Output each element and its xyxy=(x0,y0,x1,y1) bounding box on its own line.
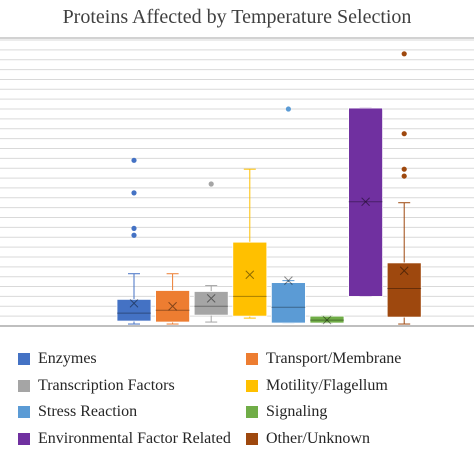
box-iqr xyxy=(155,290,191,323)
legend-item: Environmental Factor Related xyxy=(18,430,231,448)
outlier-point xyxy=(401,51,407,57)
box-other-unknown xyxy=(386,51,422,325)
legend-swatch xyxy=(18,406,30,418)
legend-item: Transport/Membrane xyxy=(246,350,401,368)
legend-label: Other/Unknown xyxy=(266,430,370,447)
box-iqr xyxy=(386,262,422,318)
mean-marker xyxy=(129,298,139,308)
legend-swatch xyxy=(246,353,258,365)
legend-swatch xyxy=(246,380,258,392)
legend-label: Transcription Factors xyxy=(38,377,175,394)
legend-label: Environmental Factor Related xyxy=(38,430,231,447)
box-transport-membrane xyxy=(155,273,191,325)
legend-swatch xyxy=(18,433,30,445)
mean-marker xyxy=(245,270,255,280)
outlier-point xyxy=(401,131,407,137)
box-enzymes xyxy=(116,157,152,325)
outlier-point xyxy=(131,157,137,163)
box-series xyxy=(116,51,422,325)
legend-swatch xyxy=(246,433,258,445)
legend-swatch xyxy=(18,380,30,392)
box-iqr xyxy=(348,107,384,297)
legend-item: Other/Unknown xyxy=(246,430,370,448)
outlier-point xyxy=(131,190,137,196)
legend-item: Stress Reaction xyxy=(18,403,137,421)
mean-marker xyxy=(361,197,370,207)
legend-swatch xyxy=(246,406,258,418)
box-iqr xyxy=(116,298,152,322)
mean-marker xyxy=(322,315,332,325)
box-iqr xyxy=(270,282,306,324)
mean-marker xyxy=(206,294,216,303)
legend-label: Stress Reaction xyxy=(38,403,138,420)
outlier-point xyxy=(401,173,407,179)
box-iqr xyxy=(309,315,345,324)
mean-marker xyxy=(168,301,177,311)
mean-marker xyxy=(399,266,409,276)
box-iqr xyxy=(193,291,229,316)
chart-title: Proteins Affected by Temperature Selecti… xyxy=(62,6,412,28)
outlier-point xyxy=(401,166,407,172)
box-iqr xyxy=(232,241,268,317)
box-motility-flagellum xyxy=(232,168,268,319)
outlier-point xyxy=(131,232,137,238)
legend-label: Motility/Flagellum xyxy=(266,377,388,394)
box-stress-reaction xyxy=(270,106,306,324)
legend-item: Motility/Flagellum xyxy=(246,377,388,395)
legend-item: Enzymes xyxy=(18,350,97,368)
legend-item: Signaling xyxy=(246,403,327,421)
box-signaling xyxy=(309,315,345,325)
legend-label: Enzymes xyxy=(38,350,97,367)
outlier-point xyxy=(208,181,214,187)
legend-label: Signaling xyxy=(266,403,328,420)
box-environmental-factor-related xyxy=(348,107,384,297)
legend-swatch xyxy=(18,353,30,365)
outlier-point xyxy=(131,225,137,231)
outlier-point xyxy=(285,106,291,112)
mean-marker xyxy=(284,276,293,285)
legend-label: Transport/Membrane xyxy=(266,350,402,367)
legend-item: Transcription Factors xyxy=(18,377,175,395)
box-transcription-factors xyxy=(193,181,229,323)
